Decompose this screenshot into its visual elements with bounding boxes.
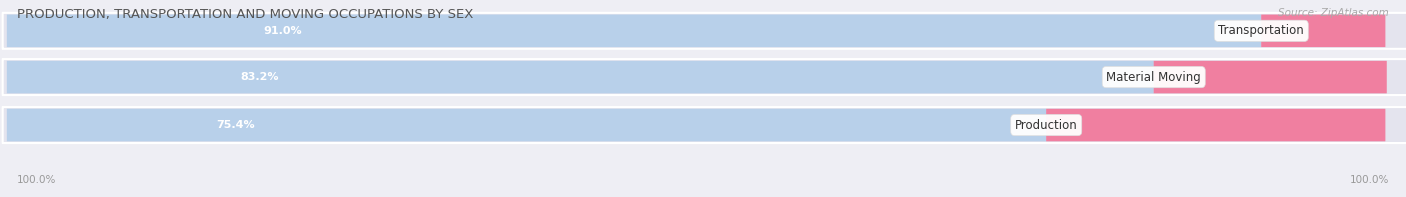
FancyBboxPatch shape — [1261, 15, 1385, 47]
Text: Material Moving: Material Moving — [1107, 71, 1201, 84]
Text: 100.0%: 100.0% — [17, 175, 56, 185]
FancyBboxPatch shape — [3, 59, 1406, 95]
FancyBboxPatch shape — [3, 13, 1406, 49]
Text: Production: Production — [1015, 119, 1077, 132]
FancyBboxPatch shape — [7, 61, 1154, 93]
Text: Transportation: Transportation — [1219, 24, 1305, 37]
Text: 83.2%: 83.2% — [240, 72, 278, 82]
Text: 91.0%: 91.0% — [263, 26, 302, 36]
Text: 100.0%: 100.0% — [1350, 175, 1389, 185]
FancyBboxPatch shape — [1154, 61, 1386, 93]
Legend: Male, Female: Male, Female — [636, 196, 770, 197]
FancyBboxPatch shape — [7, 15, 1261, 47]
FancyBboxPatch shape — [1046, 109, 1385, 141]
Text: 75.4%: 75.4% — [217, 120, 254, 130]
FancyBboxPatch shape — [3, 107, 1406, 143]
Text: PRODUCTION, TRANSPORTATION AND MOVING OCCUPATIONS BY SEX: PRODUCTION, TRANSPORTATION AND MOVING OC… — [17, 8, 474, 21]
FancyBboxPatch shape — [7, 109, 1046, 141]
Text: Source: ZipAtlas.com: Source: ZipAtlas.com — [1278, 8, 1389, 18]
